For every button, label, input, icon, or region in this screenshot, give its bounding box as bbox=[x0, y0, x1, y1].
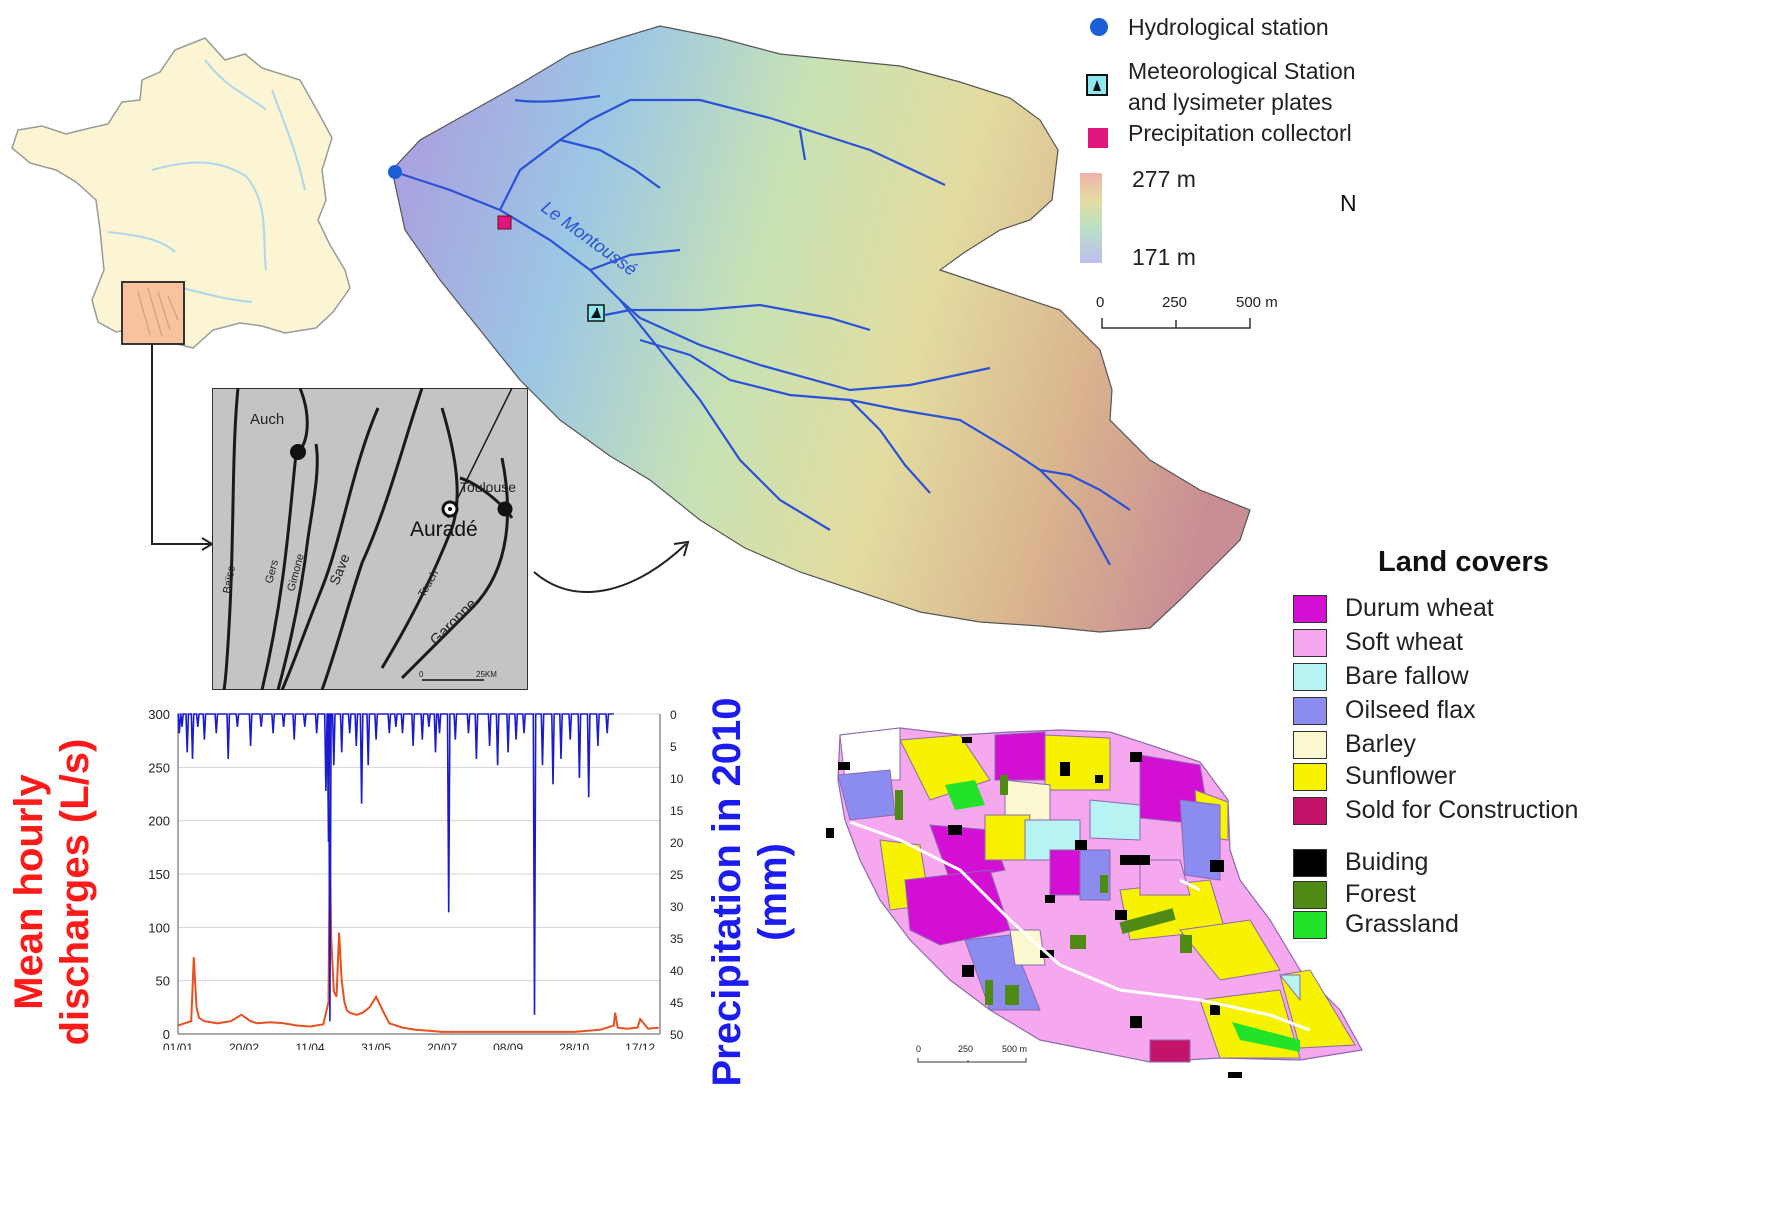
catchment-scale-0: 0 bbox=[1096, 294, 1105, 311]
catchment-elevation-map: Le Montoussé bbox=[388, 25, 1251, 633]
x-tick-label: 11/04 bbox=[295, 1041, 324, 1050]
catchment-connector-arrow bbox=[533, 540, 690, 593]
y2-tick-label: 45 bbox=[670, 996, 684, 1010]
land-cover-legend-item: Barley bbox=[1293, 730, 1416, 759]
land-cover-swatch bbox=[1293, 730, 1327, 759]
y-tick-label: 300 bbox=[148, 707, 170, 722]
y2-tick-label: 30 bbox=[670, 900, 684, 914]
discharge-series-line bbox=[177, 847, 659, 1033]
y-tick-label: 100 bbox=[148, 920, 170, 935]
hydrological-station-marker bbox=[388, 165, 402, 179]
meteorological-station-marker bbox=[587, 304, 605, 322]
land-cover-legend-item: Bare fallow bbox=[1293, 662, 1469, 691]
elevation-max-label: 277 m bbox=[1132, 166, 1196, 192]
catchment-outline bbox=[391, 25, 1251, 633]
land-cover-label: Soft wheat bbox=[1345, 628, 1464, 656]
land-cover-legend-item: Soft wheat bbox=[1293, 628, 1463, 657]
land-cover-label: Forest bbox=[1345, 880, 1416, 908]
precipitation-series-line bbox=[177, 713, 614, 1022]
land-scale-250: 250 bbox=[958, 1044, 973, 1054]
inset-scale-0: 0 bbox=[419, 670, 424, 679]
hydro-station-legend-label: Hydrological station bbox=[1128, 14, 1329, 40]
y2-tick-label: 50 bbox=[670, 1028, 684, 1042]
land-cover-map: 0 250 500 m bbox=[826, 727, 1363, 1078]
x-tick-label: 20/02 bbox=[229, 1041, 259, 1050]
y-tick-label: 0 bbox=[163, 1027, 170, 1042]
y-tick-label: 200 bbox=[148, 814, 170, 829]
y2-tick-label: 20 bbox=[670, 836, 684, 850]
land-cover-swatch bbox=[1293, 628, 1327, 657]
catchment-scale-500: 500 m bbox=[1236, 294, 1278, 311]
y2-tick-label: 40 bbox=[670, 964, 684, 978]
meteo-station-legend-label-2: and lysimeter plates bbox=[1128, 89, 1333, 115]
y2-tick-label: 35 bbox=[670, 932, 684, 946]
north-label: N bbox=[1340, 190, 1357, 216]
land-cover-label: Oilseed flax bbox=[1345, 696, 1476, 724]
land-cover-legend-item: Sunflower bbox=[1293, 762, 1456, 791]
y2-tick-label: 15 bbox=[670, 804, 684, 818]
elevation-color-bar bbox=[1080, 173, 1102, 263]
meteo-station-legend-label-1: Meteorological Station bbox=[1128, 58, 1356, 84]
auch-marker bbox=[290, 444, 306, 460]
land-cover-legend-item: Oilseed flax bbox=[1293, 696, 1476, 725]
chart-ylabel-discharge: Mean hourly discharges (L/s) bbox=[7, 738, 97, 1046]
x-tick-label: 20/07 bbox=[427, 1041, 457, 1050]
land-cover-legend-item: Sold for Construction bbox=[1293, 796, 1578, 825]
land-cover-label: Grassland bbox=[1345, 910, 1459, 938]
land-cover-label: Barley bbox=[1345, 730, 1416, 758]
precipitation-collector-marker bbox=[497, 215, 512, 230]
land-cover-swatch bbox=[1293, 762, 1327, 791]
hydro-station-legend-dot bbox=[1090, 18, 1108, 36]
chart-ylabel-precipitation: Precipitation in 2010 (mm) bbox=[705, 697, 795, 1087]
x-tick-label: 17/12 bbox=[625, 1041, 655, 1050]
x-tick-label: 08/09 bbox=[493, 1041, 523, 1050]
inset-label-auch: Auch bbox=[250, 411, 284, 428]
catchment-scale-bar bbox=[1101, 318, 1251, 329]
land-scale-0: 0 bbox=[916, 1044, 921, 1054]
city-label-toulouse: Toulouse bbox=[460, 479, 516, 495]
meteo-station-legend-icon bbox=[1086, 74, 1108, 96]
land-cover-label: Bare fallow bbox=[1345, 662, 1469, 690]
region-inset-map: Auch Toulouse Auradé Baïse Gers Gimone S… bbox=[212, 388, 528, 690]
land-cover-swatch bbox=[1293, 696, 1327, 725]
x-tick-label: 31/05 bbox=[361, 1041, 391, 1050]
land-covers-title: Land covers bbox=[1378, 546, 1549, 578]
land-cover-legend-item: Buiding bbox=[1293, 848, 1428, 877]
discharge-precipitation-chart: 0 50 100 150 200 250 300 0 5 10 15 20 25 30 35 40 45 50 01… bbox=[148, 707, 684, 1050]
x-tick-label: 28/10 bbox=[559, 1041, 589, 1050]
precip-collector-legend-label: Precipitation collectorl bbox=[1128, 120, 1352, 146]
y2-tick-label: 0 bbox=[670, 708, 677, 722]
y2-tick-label: 5 bbox=[670, 740, 677, 754]
y-tick-label: 50 bbox=[156, 974, 170, 989]
y2-tick-label: 25 bbox=[670, 868, 684, 882]
land-cover-swatch bbox=[1293, 594, 1327, 623]
land-cover-label: Sunflower bbox=[1345, 762, 1457, 790]
land-cover-label: Buiding bbox=[1345, 848, 1429, 876]
precip-collector-legend-square bbox=[1088, 128, 1108, 148]
catchment-scale-250: 250 bbox=[1162, 294, 1188, 311]
land-scale-500: 500 m bbox=[1002, 1044, 1027, 1054]
land-cover-label: Durum wheat bbox=[1345, 594, 1494, 622]
land-cover-swatch bbox=[1293, 796, 1327, 825]
land-cover-legend-item: Durum wheat bbox=[1293, 594, 1494, 623]
land-cover-swatch bbox=[1293, 910, 1327, 939]
river-network bbox=[394, 94, 1131, 566]
toulouse-marker bbox=[497, 501, 513, 517]
river-label-baise: Baïse bbox=[221, 565, 238, 595]
x-tick-label: 01/01 bbox=[163, 1041, 193, 1050]
inset-highlight-box bbox=[121, 281, 185, 345]
france-map bbox=[11, 37, 351, 349]
land-cover-legend-item: Forest bbox=[1293, 880, 1416, 909]
elevation-min-label: 171 m bbox=[1132, 244, 1196, 270]
city-label-aurade: Auradé bbox=[410, 518, 478, 541]
y2-tick-label: 10 bbox=[670, 772, 684, 786]
land-cover-legend-item: Grassland bbox=[1293, 910, 1459, 939]
y-tick-label: 250 bbox=[148, 760, 170, 775]
inset-scale-25km: 25KM bbox=[476, 670, 497, 679]
land-cover-swatch bbox=[1293, 848, 1327, 877]
land-cover-swatch bbox=[1293, 880, 1327, 909]
land-cover-label: Sold for Construction bbox=[1345, 796, 1579, 824]
y-tick-label: 150 bbox=[148, 867, 170, 882]
land-cover-swatch bbox=[1293, 662, 1327, 691]
